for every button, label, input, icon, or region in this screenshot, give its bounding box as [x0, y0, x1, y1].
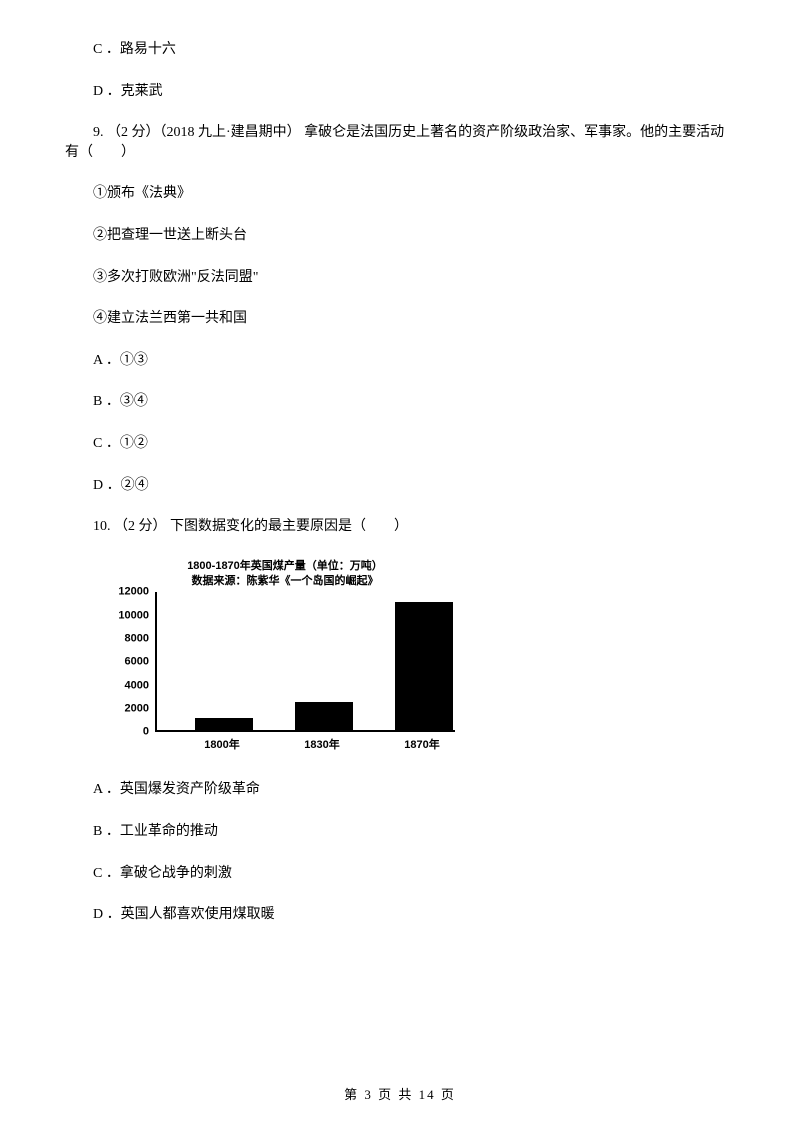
- y-tick-label: 2000: [125, 701, 149, 716]
- plot-area: [155, 592, 455, 732]
- y-tick-label: 0: [143, 725, 149, 740]
- y-tick-label: 4000: [125, 678, 149, 693]
- chart-title-line-1: 1800-1870年英国煤产量（单位：万吨）: [105, 559, 465, 574]
- q9-stem: 9. （2 分）（2018 九上·建昌期中） 拿破仑是法国历史上著名的资产阶级政…: [65, 123, 735, 162]
- q9-item-1: ①颁布《法典》: [65, 184, 735, 204]
- y-tick-label: 6000: [125, 655, 149, 670]
- x-tick-label: 1830年: [304, 738, 339, 753]
- q10-option-b: B ．工业革命的推动: [65, 822, 735, 842]
- q9-option-a: A ．①③: [65, 351, 735, 371]
- q9-item-3: ③多次打败欧洲"反法同盟": [65, 268, 735, 288]
- x-tick-label: 1870年: [404, 738, 439, 753]
- q10-option-c: C ．拿破仑战争的刺激: [65, 864, 735, 884]
- q9-option-c: C ．①②: [65, 434, 735, 454]
- q9-item-2: ②把查理一世送上断头台: [65, 226, 735, 246]
- coal-chart: 1800-1870年英国煤产量（单位：万吨） 数据来源：陈紫华《一个岛国的崛起》…: [105, 559, 465, 763]
- chart-title: 1800-1870年英国煤产量（单位：万吨） 数据来源：陈紫华《一个岛国的崛起》: [105, 559, 465, 589]
- q9-option-b: B ．③④: [65, 392, 735, 412]
- q8-option-c: C ．路易十六: [65, 40, 735, 60]
- bar: [395, 602, 453, 730]
- chart-area: 020004000600080001000012000 1800年1830年18…: [105, 592, 465, 762]
- bar: [195, 718, 253, 731]
- q9-option-d: D ．②④: [65, 476, 735, 496]
- x-tick-label: 1800年: [204, 738, 239, 753]
- chart-title-line-2: 数据来源：陈紫华《一个岛国的崛起》: [105, 574, 465, 589]
- page-footer: 第 3 页 共 14 页: [0, 1086, 800, 1104]
- bar: [295, 702, 353, 730]
- q10-stem: 10. （2 分） 下图数据变化的最主要原因是（ ）: [65, 517, 735, 537]
- y-tick-label: 10000: [118, 608, 149, 623]
- y-axis-labels: 020004000600080001000012000: [105, 592, 151, 732]
- q10-option-d: D ．英国人都喜欢使用煤取暖: [65, 905, 735, 925]
- y-tick-label: 12000: [118, 585, 149, 600]
- q9-item-4: ④建立法兰西第一共和国: [65, 309, 735, 329]
- q8-option-d: D ．克莱武: [65, 82, 735, 102]
- y-tick-label: 8000: [125, 631, 149, 646]
- q10-option-a: A ．英国爆发资产阶级革命: [65, 780, 735, 800]
